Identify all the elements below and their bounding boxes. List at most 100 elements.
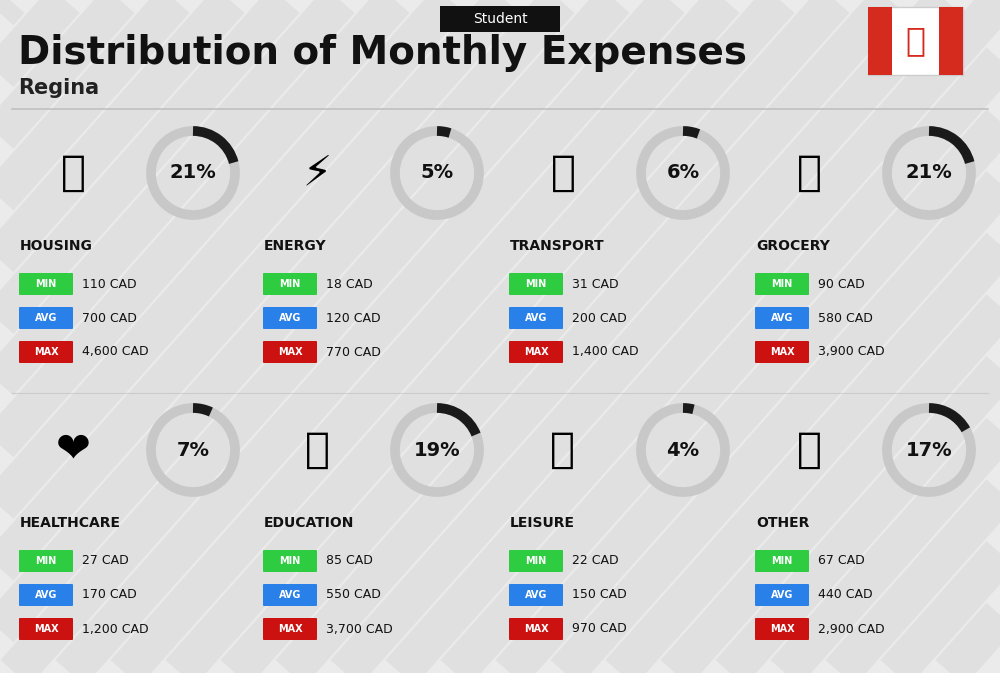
Text: LEISURE: LEISURE bbox=[510, 516, 575, 530]
FancyBboxPatch shape bbox=[939, 7, 963, 75]
Text: 5%: 5% bbox=[420, 164, 454, 182]
FancyBboxPatch shape bbox=[19, 273, 73, 295]
FancyBboxPatch shape bbox=[19, 550, 73, 572]
Text: MIN: MIN bbox=[771, 279, 793, 289]
FancyBboxPatch shape bbox=[19, 341, 73, 363]
Text: MAX: MAX bbox=[524, 624, 548, 634]
Text: Distribution of Monthly Expenses: Distribution of Monthly Expenses bbox=[18, 34, 747, 72]
Text: 970 CAD: 970 CAD bbox=[572, 623, 627, 635]
Text: 1,400 CAD: 1,400 CAD bbox=[572, 345, 639, 359]
FancyBboxPatch shape bbox=[19, 584, 73, 606]
FancyBboxPatch shape bbox=[755, 618, 809, 640]
Text: 440 CAD: 440 CAD bbox=[818, 588, 873, 602]
Text: 85 CAD: 85 CAD bbox=[326, 555, 373, 567]
Text: 3,900 CAD: 3,900 CAD bbox=[818, 345, 885, 359]
FancyBboxPatch shape bbox=[263, 341, 317, 363]
FancyBboxPatch shape bbox=[263, 618, 317, 640]
Text: 21%: 21% bbox=[170, 164, 216, 182]
Text: 7%: 7% bbox=[176, 441, 210, 460]
Text: 1,200 CAD: 1,200 CAD bbox=[82, 623, 149, 635]
Text: Regina: Regina bbox=[18, 78, 99, 98]
Text: 4%: 4% bbox=[666, 441, 700, 460]
Text: 110 CAD: 110 CAD bbox=[82, 277, 137, 291]
Text: MAX: MAX bbox=[278, 347, 302, 357]
Text: 200 CAD: 200 CAD bbox=[572, 312, 627, 324]
FancyBboxPatch shape bbox=[509, 307, 563, 329]
FancyBboxPatch shape bbox=[263, 307, 317, 329]
Text: 90 CAD: 90 CAD bbox=[818, 277, 865, 291]
Text: AVG: AVG bbox=[525, 313, 547, 323]
Text: AVG: AVG bbox=[771, 590, 793, 600]
Text: AVG: AVG bbox=[35, 313, 57, 323]
Text: 27 CAD: 27 CAD bbox=[82, 555, 129, 567]
Text: 🏢: 🏢 bbox=[60, 152, 86, 194]
Text: AVG: AVG bbox=[35, 590, 57, 600]
FancyBboxPatch shape bbox=[263, 584, 317, 606]
Text: MIN: MIN bbox=[35, 556, 57, 566]
FancyBboxPatch shape bbox=[755, 584, 809, 606]
Text: 120 CAD: 120 CAD bbox=[326, 312, 381, 324]
FancyBboxPatch shape bbox=[263, 550, 317, 572]
Text: 550 CAD: 550 CAD bbox=[326, 588, 381, 602]
Text: AVG: AVG bbox=[771, 313, 793, 323]
Text: 2,900 CAD: 2,900 CAD bbox=[818, 623, 885, 635]
FancyBboxPatch shape bbox=[19, 307, 73, 329]
Text: MAX: MAX bbox=[524, 347, 548, 357]
Text: AVG: AVG bbox=[525, 590, 547, 600]
Text: ENERGY: ENERGY bbox=[264, 239, 327, 253]
Text: MAX: MAX bbox=[278, 624, 302, 634]
Text: HEALTHCARE: HEALTHCARE bbox=[20, 516, 121, 530]
Text: 170 CAD: 170 CAD bbox=[82, 588, 137, 602]
Text: MAX: MAX bbox=[34, 624, 58, 634]
FancyBboxPatch shape bbox=[868, 7, 892, 75]
Text: MIN: MIN bbox=[525, 556, 547, 566]
Text: ❤️: ❤️ bbox=[56, 429, 90, 471]
FancyBboxPatch shape bbox=[755, 341, 809, 363]
Text: 67 CAD: 67 CAD bbox=[818, 555, 865, 567]
Text: EDUCATION: EDUCATION bbox=[264, 516, 354, 530]
FancyBboxPatch shape bbox=[440, 6, 560, 32]
Text: 17%: 17% bbox=[906, 441, 952, 460]
Text: 3,700 CAD: 3,700 CAD bbox=[326, 623, 393, 635]
Text: 6%: 6% bbox=[666, 164, 700, 182]
FancyBboxPatch shape bbox=[19, 618, 73, 640]
Text: 21%: 21% bbox=[906, 164, 952, 182]
Text: MIN: MIN bbox=[279, 556, 301, 566]
Text: 🍁: 🍁 bbox=[906, 24, 926, 57]
Text: 🛒: 🛒 bbox=[796, 152, 822, 194]
Text: 🚌: 🚌 bbox=[550, 152, 576, 194]
FancyBboxPatch shape bbox=[263, 273, 317, 295]
Text: MIN: MIN bbox=[771, 556, 793, 566]
FancyBboxPatch shape bbox=[509, 341, 563, 363]
FancyBboxPatch shape bbox=[509, 550, 563, 572]
FancyBboxPatch shape bbox=[509, 618, 563, 640]
Text: 🎓: 🎓 bbox=[304, 429, 330, 471]
Text: 🛍️: 🛍️ bbox=[550, 429, 576, 471]
Text: OTHER: OTHER bbox=[756, 516, 809, 530]
Text: MAX: MAX bbox=[770, 624, 794, 634]
FancyBboxPatch shape bbox=[868, 7, 963, 75]
Text: HOUSING: HOUSING bbox=[20, 239, 93, 253]
Text: 700 CAD: 700 CAD bbox=[82, 312, 137, 324]
Text: 18 CAD: 18 CAD bbox=[326, 277, 373, 291]
Text: GROCERY: GROCERY bbox=[756, 239, 830, 253]
Text: MAX: MAX bbox=[770, 347, 794, 357]
Text: 770 CAD: 770 CAD bbox=[326, 345, 381, 359]
Text: MAX: MAX bbox=[34, 347, 58, 357]
Text: MIN: MIN bbox=[525, 279, 547, 289]
Text: 150 CAD: 150 CAD bbox=[572, 588, 627, 602]
Text: AVG: AVG bbox=[279, 313, 301, 323]
FancyBboxPatch shape bbox=[755, 307, 809, 329]
Text: 4,600 CAD: 4,600 CAD bbox=[82, 345, 149, 359]
Text: 580 CAD: 580 CAD bbox=[818, 312, 873, 324]
Text: Student: Student bbox=[473, 12, 527, 26]
Text: MIN: MIN bbox=[35, 279, 57, 289]
Text: 22 CAD: 22 CAD bbox=[572, 555, 619, 567]
FancyBboxPatch shape bbox=[755, 550, 809, 572]
Text: ⚡: ⚡ bbox=[302, 152, 332, 194]
Text: 👜: 👜 bbox=[796, 429, 822, 471]
FancyBboxPatch shape bbox=[509, 584, 563, 606]
Text: AVG: AVG bbox=[279, 590, 301, 600]
Text: TRANSPORT: TRANSPORT bbox=[510, 239, 605, 253]
Text: 19%: 19% bbox=[414, 441, 460, 460]
